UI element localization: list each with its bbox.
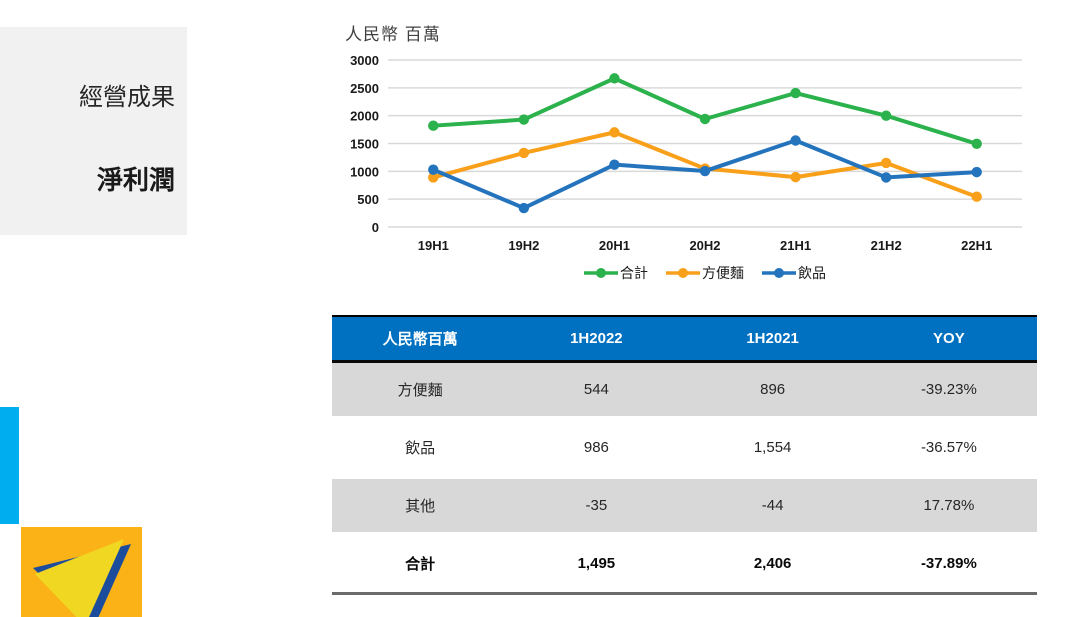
- y-axis-tick-label: 1500: [350, 137, 379, 152]
- y-axis-tick-label: 0: [372, 220, 379, 235]
- table-header-cell: 1H2021: [746, 330, 799, 347]
- value-cell: -36.57%: [920, 439, 977, 456]
- table-body: 方便麵 544 896 -39.23% 飲品 986 1,554 -36.57% 其他 -35 -4…: [332, 363, 1037, 590]
- value-cell: 17.78%: [923, 497, 975, 514]
- table-header-cell: 人民幣百萬: [382, 331, 458, 348]
- table-row: 方便麵 544 896 -39.23%: [332, 363, 1037, 416]
- y-axis-tick-label: 3000: [350, 53, 379, 68]
- row-label-cell: 合計: [405, 556, 436, 573]
- data-point-total: [971, 138, 982, 149]
- data-point-noodles: [971, 191, 982, 202]
- value-cell: -44: [761, 497, 784, 514]
- data-point-total: [699, 113, 711, 125]
- chart-legend: 合計 方便麵 飲品: [330, 260, 1080, 286]
- data-point-beverages: [971, 166, 982, 178]
- table-row: 其他 -35 -44 17.78%: [332, 479, 1037, 532]
- data-point-noodles: [518, 147, 530, 159]
- x-axis-tick-label: 19H1: [418, 238, 449, 253]
- table-row: 飲品 986 1,554 -36.57%: [332, 421, 1037, 474]
- chart-unit-label: 人民幣 百萬: [345, 25, 441, 44]
- legend-label: 飲品: [798, 265, 826, 281]
- y-axis-tick-label: 2500: [350, 81, 379, 96]
- legend-label: 方便麵: [702, 265, 744, 281]
- value-cell: 1,495: [577, 555, 616, 572]
- data-point-beverages: [790, 135, 801, 146]
- accent-bar: [0, 407, 19, 524]
- data-point-beverages: [699, 165, 711, 177]
- legend-marker-icon: [666, 268, 700, 278]
- section-title: 經營成果: [79, 84, 175, 111]
- row-label-cell: 方便麵: [397, 382, 443, 399]
- value-cell: -37.89%: [920, 555, 977, 572]
- value-cell: 896: [760, 381, 786, 398]
- data-point-total: [518, 114, 530, 125]
- table-header-cell: YOY: [933, 330, 965, 347]
- x-axis-tick-label: 21H1: [780, 238, 811, 253]
- legend-item-total: 合計: [584, 263, 648, 283]
- x-axis-tick-label: 21H2: [871, 238, 902, 253]
- table-row: 合計 1,495 2,406 -37.89%: [332, 537, 1037, 590]
- data-point-total: [790, 87, 801, 99]
- value-cell: 2,406: [753, 555, 792, 572]
- data-point-noodles: [428, 172, 439, 183]
- value-cell: 544: [583, 381, 609, 398]
- x-axis-tick-label: 20H2: [689, 238, 720, 253]
- table-header-cell: 1H2022: [570, 330, 623, 347]
- value-cell: 986: [583, 439, 609, 456]
- data-point-total: [428, 120, 439, 131]
- data-point-beverages: [428, 164, 439, 175]
- legend-marker-icon: [762, 268, 796, 278]
- data-point-noodles: [880, 157, 892, 169]
- y-axis-tick-label: 500: [357, 192, 379, 207]
- x-axis-tick-label: 22H1: [961, 238, 992, 253]
- legend-item-beverages: 飲品: [762, 263, 826, 283]
- table-header-row: 人民幣百萬 1H2022 1H2021 YOY: [332, 317, 1037, 363]
- logo-triangle-light: [35, 539, 124, 617]
- x-axis-tick-label: 20H1: [599, 238, 630, 253]
- page-title: 淨利潤: [96, 165, 175, 195]
- sidebar-panel: 經營成果 淨利潤: [0, 27, 187, 235]
- data-point-noodles: [609, 127, 620, 138]
- legend-item-noodles: 方便麵: [666, 263, 744, 283]
- x-axis-tick-label: 19H2: [508, 238, 539, 253]
- net-profit-table: 人民幣百萬 1H2022 1H2021 YOY 方便麵 544 896 -39.23% 飲品 9…: [332, 315, 1037, 595]
- value-cell: -35: [585, 497, 608, 514]
- data-point-total: [880, 110, 892, 121]
- data-point-beverages: [518, 202, 530, 214]
- y-axis-tick-label: 1000: [350, 164, 379, 179]
- value-cell: 1,554: [753, 439, 792, 456]
- legend-label: 合計: [620, 265, 648, 281]
- legend-marker-icon: [584, 268, 618, 278]
- net-profit-line-chart: 3000 2500 2000 1500 1000 500 0 19H1 19H2 20H1 20H2…: [350, 53, 1022, 253]
- data-point-noodles: [790, 171, 801, 183]
- y-axis-tick-label: 2000: [350, 109, 379, 124]
- value-cell: -39.23%: [920, 381, 977, 398]
- data-point-total: [609, 73, 620, 84]
- data-point-beverages: [609, 159, 620, 170]
- row-label-cell: 飲品: [405, 440, 436, 457]
- company-logo-icon: [21, 527, 142, 617]
- row-label-cell: 其他: [405, 498, 436, 515]
- data-point-beverages: [880, 172, 892, 183]
